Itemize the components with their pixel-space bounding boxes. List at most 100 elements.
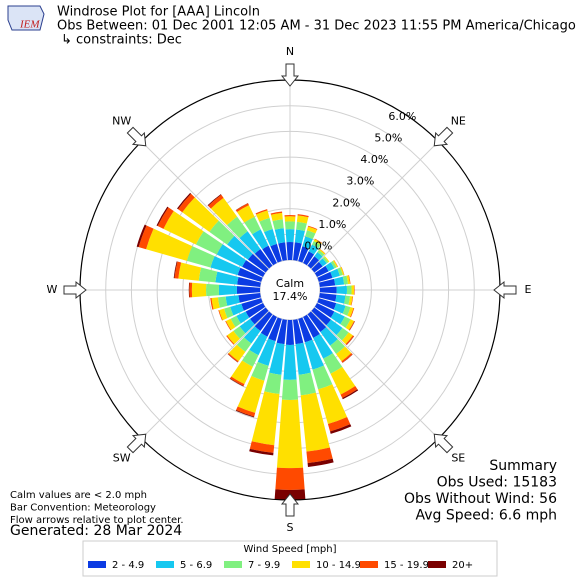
chart-subtitle: Obs Between: 01 Dec 2001 12:05 AM - 31 D… bbox=[57, 19, 576, 34]
compass-arrow bbox=[433, 126, 454, 147]
wind-bar-segment bbox=[330, 366, 356, 395]
radial-tick-label: 3.0% bbox=[346, 175, 374, 188]
wind-bar-segment bbox=[210, 297, 214, 310]
wind-bar-segment bbox=[306, 447, 333, 464]
wind-bar-segment bbox=[237, 276, 261, 287]
wind-bar-segment bbox=[294, 229, 305, 244]
wind-bar-segment bbox=[302, 236, 313, 249]
wind-bar-segment bbox=[324, 256, 330, 263]
wind-bar-segment bbox=[311, 307, 332, 326]
wind-bar-segment bbox=[136, 224, 147, 248]
wind-bar-segment bbox=[229, 378, 244, 387]
calm-circle bbox=[261, 261, 319, 319]
wind-bar-segment bbox=[247, 253, 269, 273]
wind-bar-segment bbox=[239, 231, 261, 254]
wind-bar-segment bbox=[346, 275, 351, 285]
wind-bar-segment bbox=[303, 251, 315, 266]
wind-bar-segment bbox=[227, 330, 240, 345]
wind-bar-segment bbox=[335, 294, 346, 304]
compass-label: E bbox=[525, 283, 532, 296]
wind-bar-segment bbox=[269, 342, 285, 375]
radial-tick-label: 5.0% bbox=[374, 132, 402, 145]
wind-bar-segment bbox=[188, 282, 190, 298]
wind-bar-segment bbox=[236, 406, 256, 417]
wind-bar-segment bbox=[319, 293, 337, 302]
wind-bar-segment bbox=[270, 212, 283, 222]
legend-label: 2 - 4.9 bbox=[112, 560, 144, 571]
wind-bar-segment bbox=[275, 467, 305, 490]
wind-bar-segment bbox=[346, 336, 355, 346]
wind-bar-segment bbox=[332, 260, 338, 268]
wind-bar-segment bbox=[320, 327, 338, 346]
wind-bar-segment bbox=[237, 267, 263, 282]
wind-bar-segment bbox=[350, 296, 354, 306]
wind-bar-segment bbox=[138, 225, 154, 250]
wind-bar-segment bbox=[327, 417, 351, 432]
wind-bar-segment bbox=[226, 216, 248, 239]
legend-label: 5 - 6.9 bbox=[180, 560, 212, 571]
wind-bar-segment bbox=[257, 338, 276, 366]
wind-bar-segment bbox=[314, 265, 329, 277]
wind-bar-segment bbox=[238, 293, 261, 303]
wind-bar-segment bbox=[325, 262, 335, 272]
wind-bar-segment bbox=[256, 210, 270, 222]
wind-bar-segment bbox=[314, 238, 323, 244]
wind-bar-segment bbox=[235, 203, 249, 211]
wind-bar-segment bbox=[304, 339, 324, 370]
wind-bar-segment bbox=[268, 317, 282, 342]
wind-bar-segment bbox=[317, 250, 325, 257]
wind-bar-segment bbox=[251, 391, 280, 446]
summary-line: Avg Speed: 6.6 mph bbox=[415, 508, 557, 524]
wind-bar-segment bbox=[270, 243, 282, 263]
wind-bar-segment bbox=[307, 256, 319, 269]
wind-bar-segment bbox=[298, 317, 313, 343]
polar-plot: 0.0% 1.0% 2.0% 3.0% 4.0% 5.0% 6.0% N NE E SE S SW W NW bbox=[47, 45, 532, 534]
wind-bar-segment bbox=[318, 248, 326, 255]
logo: IEM bbox=[7, 5, 45, 31]
wind-bar-segment bbox=[348, 296, 353, 306]
wind-bar-segment bbox=[207, 194, 222, 206]
wind-bar-segment bbox=[262, 245, 277, 266]
wind-bar-segment bbox=[178, 193, 195, 213]
spoke bbox=[141, 141, 270, 270]
wind-bar-segment bbox=[305, 230, 316, 240]
wind-bar-segment bbox=[217, 296, 228, 308]
wind-bar-segment bbox=[312, 365, 333, 390]
wind-bar-segment bbox=[340, 386, 358, 399]
wind-bar-segment bbox=[237, 205, 255, 223]
wind-bar-segment bbox=[293, 319, 304, 345]
wind-bar-segment bbox=[342, 305, 351, 316]
wind-bar-segment bbox=[330, 311, 345, 325]
wind-bar-segment bbox=[270, 211, 283, 215]
wind-bar-segment bbox=[211, 297, 220, 310]
logo-text: IEM bbox=[19, 19, 40, 31]
wind-bar-segment bbox=[336, 285, 347, 295]
wind-bar-segment bbox=[285, 229, 295, 243]
wind-bar-segment bbox=[174, 261, 182, 279]
summary-line: Obs Without Wind: 56 bbox=[404, 491, 557, 507]
wind-bar-segment bbox=[245, 303, 266, 318]
compass-label: SW bbox=[113, 451, 131, 464]
wind-bar-segment bbox=[322, 256, 329, 264]
wind-bar-segment bbox=[276, 319, 287, 345]
compass-arrow bbox=[63, 280, 87, 300]
wind-bar-segment bbox=[284, 221, 296, 230]
wind-bar-segment bbox=[242, 260, 266, 277]
wind-bar-segment bbox=[323, 353, 343, 374]
wind-bar-segment bbox=[156, 206, 169, 227]
wind-bar-segment bbox=[295, 342, 311, 375]
wind-bar-segment bbox=[249, 332, 268, 356]
wind-bar-segment bbox=[260, 314, 277, 337]
compass-arrow bbox=[493, 280, 517, 300]
wind-bar-segment bbox=[307, 458, 334, 467]
wind-bar-segment bbox=[216, 244, 247, 267]
wind-bar-segment bbox=[242, 349, 259, 367]
wind-bar-segment bbox=[286, 242, 294, 261]
legend-swatch bbox=[156, 561, 174, 568]
wind-bar-segment bbox=[348, 275, 351, 284]
wind-bar-segment bbox=[249, 441, 275, 453]
spoke bbox=[310, 310, 439, 439]
radial-tick-label: 1.0% bbox=[318, 218, 346, 231]
